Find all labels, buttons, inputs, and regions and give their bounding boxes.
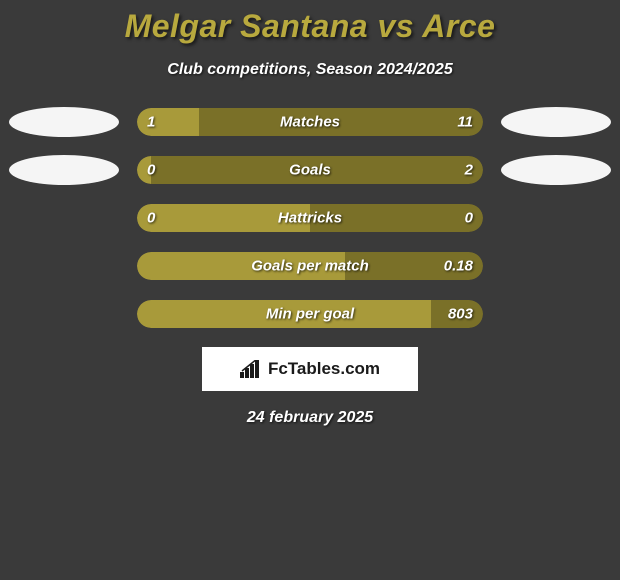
stat-bar: 803 Min per goal [137, 300, 483, 328]
player-left-marker [9, 107, 119, 137]
stat-value-right: 2 [465, 162, 473, 179]
spacer [9, 203, 119, 233]
spacer [9, 251, 119, 281]
site-logo[interactable]: FcTables.com [202, 347, 418, 391]
stat-value-right: 11 [457, 114, 473, 131]
stat-bar: 0 2 Goals [137, 156, 483, 184]
stat-bar: 0.18 Goals per match [137, 252, 483, 280]
stat-value-right: 0 [465, 210, 473, 227]
stat-value-right: 0.18 [444, 258, 473, 275]
stat-row: 111Matches [0, 107, 620, 137]
stat-bar: 0 0 Hattricks [137, 204, 483, 232]
stat-value-right: 803 [448, 306, 473, 323]
stat-row: 0 0 Hattricks [0, 203, 620, 233]
stat-label: Hattricks [278, 210, 342, 227]
player-right-marker [501, 155, 611, 185]
stat-row: 0 2 Goals [0, 155, 620, 185]
stat-label: Goals [289, 162, 331, 179]
stat-value-left: 0 [147, 162, 155, 179]
stat-label: Goals per match [251, 258, 369, 275]
spacer [501, 251, 611, 281]
subtitle: Club competitions, Season 2024/2025 [0, 61, 620, 79]
page-title: Melgar Santana vs Arce [0, 8, 620, 45]
spacer [9, 299, 119, 329]
stat-value-left: 1 [147, 114, 155, 131]
stat-row: 0.18 Goals per match [0, 251, 620, 281]
logo-text: FcTables.com [268, 359, 380, 379]
stat-row: 803 Min per goal [0, 299, 620, 329]
stat-bar: 111Matches [137, 108, 483, 136]
player-left-marker [9, 155, 119, 185]
bar-segment-right [199, 108, 483, 136]
bar-chart-icon [240, 360, 262, 378]
stat-value-left: 0 [147, 210, 155, 227]
spacer [501, 299, 611, 329]
stat-label: Matches [280, 114, 340, 131]
player-right-marker [501, 107, 611, 137]
date-label: 24 february 2025 [0, 409, 620, 427]
stat-label: Min per goal [266, 306, 354, 323]
spacer [501, 203, 611, 233]
comparison-card: Melgar Santana vs Arce Club competitions… [0, 0, 620, 427]
